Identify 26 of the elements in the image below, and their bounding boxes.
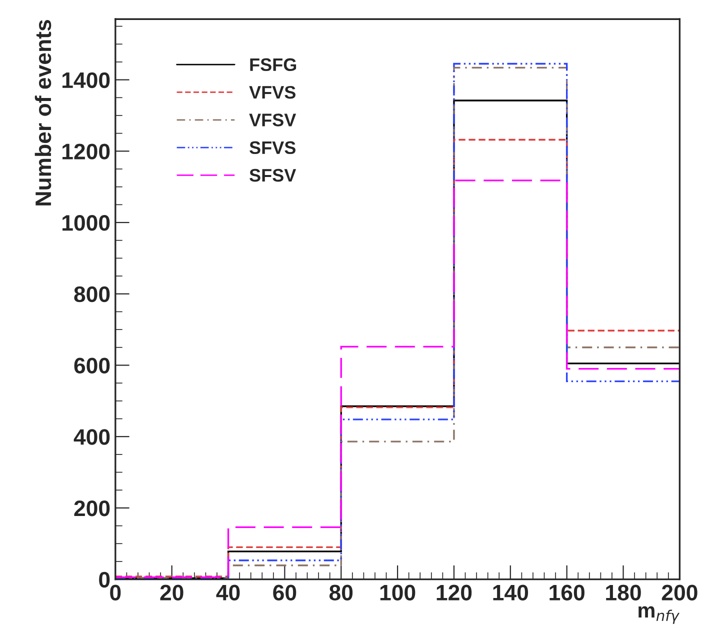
y-tick-label: 1200: [62, 144, 110, 160]
x-tick-label: 200: [662, 584, 698, 600]
y-tick-label: 1000: [62, 215, 110, 231]
y-axis-title: Number of events: [34, 20, 52, 206]
y-tick-label: 0: [99, 572, 110, 588]
x-axis-title: m$_{nfγ}$: [638, 606, 680, 624]
x-tick-label: 60: [273, 584, 296, 600]
x-tick-label: 120: [436, 584, 472, 600]
x-tick-label: 100: [380, 584, 416, 600]
x-tick-label: 80: [329, 584, 353, 600]
legend-label: VFVS: [249, 86, 296, 99]
y-tick-label: 600: [74, 358, 110, 374]
legend-label: SFVS: [250, 141, 296, 154]
legend-label: SFSV: [250, 168, 296, 182]
x-tick-label: 160: [550, 584, 584, 600]
y-tick-label: 800: [74, 286, 110, 302]
x-tick-label: 20: [160, 584, 184, 600]
x-tick-label: 0: [110, 584, 121, 600]
y-tick-label: 1400: [62, 72, 110, 88]
legend-label: FSFG: [250, 58, 296, 72]
x-tick-label: 140: [493, 584, 528, 600]
x-tick-label: 40: [216, 584, 240, 600]
y-tick-label: 200: [74, 500, 110, 516]
x-tick-label: 180: [606, 584, 641, 600]
legend-label: VFSV: [249, 114, 296, 126]
y-tick-label: 400: [74, 429, 110, 445]
